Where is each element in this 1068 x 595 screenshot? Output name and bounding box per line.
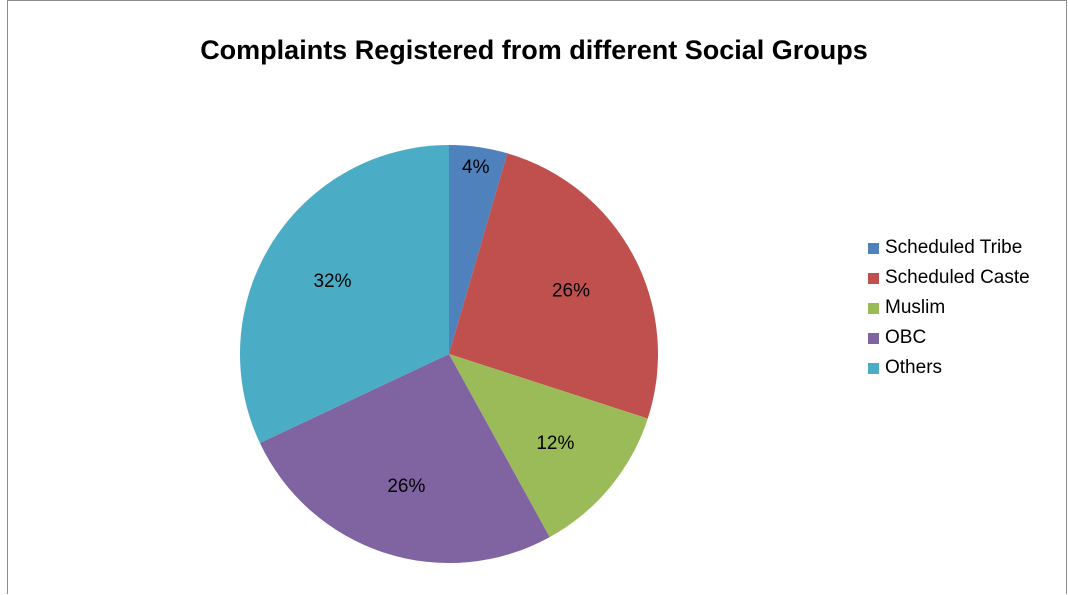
pie-slice-scheduled-tribe <box>449 145 508 354</box>
data-label-scheduled-tribe: 4% <box>462 157 490 178</box>
pie-data-labels: 4% 26% 12% 26% 32% <box>313 157 590 497</box>
legend-label: Muslim <box>885 297 946 318</box>
legend-item-others: Others <box>868 353 1030 383</box>
data-label-obc: 26% <box>387 476 425 497</box>
legend-item-obc: OBC <box>868 323 1030 353</box>
legend-swatch <box>868 272 879 284</box>
chart-legend: Scheduled Tribe Scheduled Caste Muslim OBC O… <box>868 233 1030 383</box>
pie-slice-others <box>239 145 449 443</box>
legend-swatch <box>868 302 879 314</box>
pie-slice-scheduled-caste <box>449 153 658 419</box>
legend-item-scheduled-tribe: Scheduled Tribe <box>868 233 1030 263</box>
legend-swatch <box>868 362 879 374</box>
legend-item-muslim: Muslim <box>868 293 1030 323</box>
data-label-muslim: 12% <box>536 433 574 454</box>
legend-label: Others <box>885 357 943 378</box>
pie-slice-muslim <box>449 354 648 538</box>
chart-title: Complaints Registered from different Soc… <box>200 35 868 65</box>
legend-label: Scheduled Caste <box>885 267 1030 288</box>
legend-item-scheduled-caste: Scheduled Caste <box>868 263 1030 293</box>
pie-slice-obc <box>259 354 550 563</box>
data-label-others: 32% <box>313 271 351 292</box>
pie-slices <box>239 145 658 563</box>
legend-label: Scheduled Tribe <box>885 237 1023 258</box>
legend-swatch <box>868 332 879 344</box>
legend-label: OBC <box>885 327 927 348</box>
legend-swatch <box>868 242 879 254</box>
data-label-scheduled-caste: 26% <box>552 280 590 301</box>
